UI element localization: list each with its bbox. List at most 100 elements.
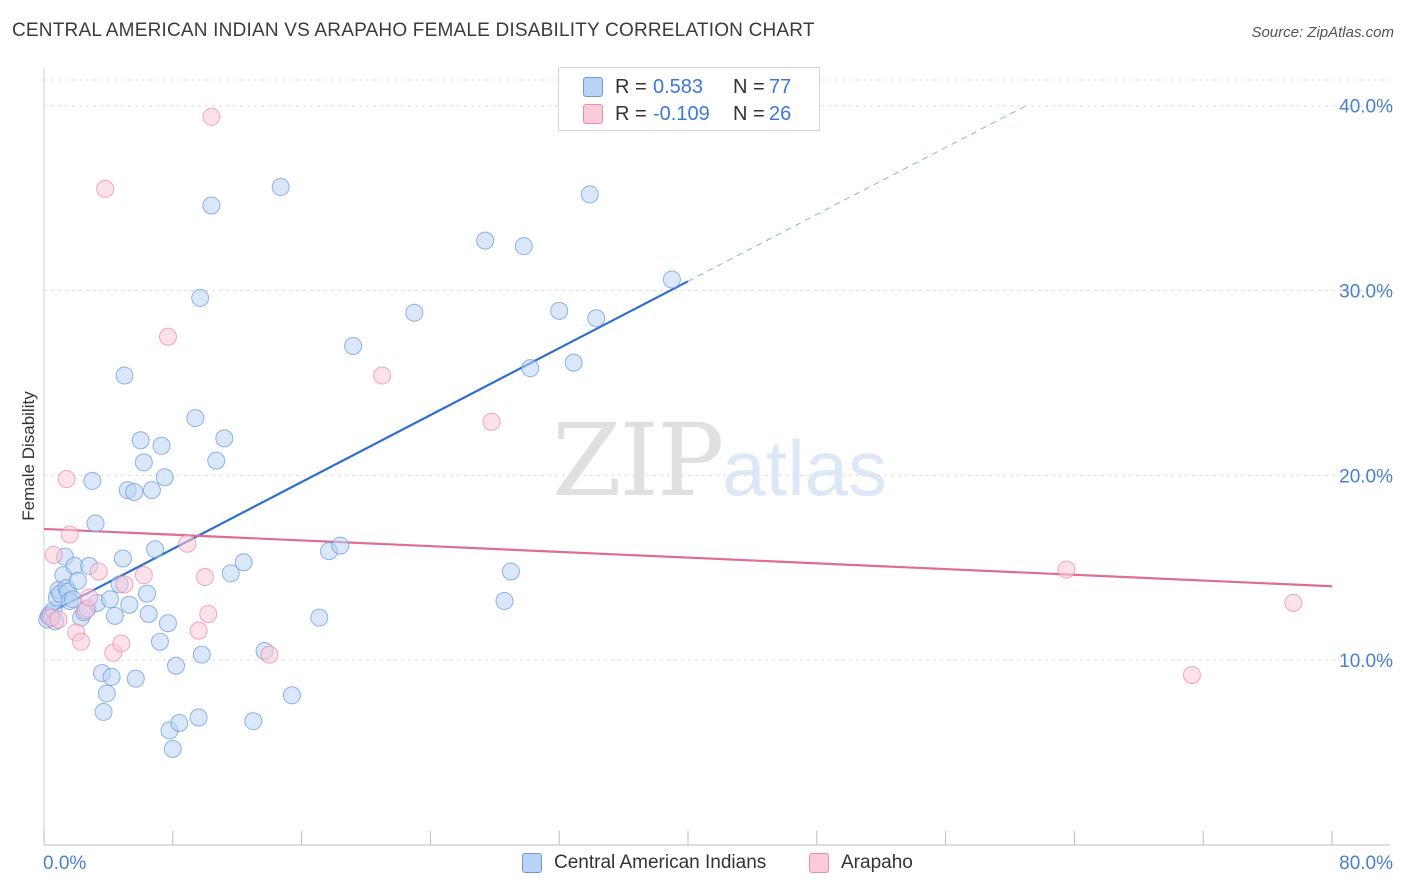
- data-point: [126, 669, 145, 688]
- data-point: [158, 614, 177, 633]
- legend-r-value: 0.583: [653, 75, 704, 98]
- data-point: [495, 592, 514, 611]
- data-point: [1284, 593, 1303, 612]
- legend-row-central-american-indians: R = 0.583 N = 77: [559, 73, 791, 101]
- axis-labels: 10.0% 20.0% 30.0% 40.0% 0.0% 80.0% Female Disa…: [19, 97, 1393, 874]
- data-point: [72, 632, 91, 651]
- legend-row-arapaho: R = -0.109 N = 26: [559, 100, 791, 128]
- data-point: [60, 525, 79, 544]
- data-point: [189, 708, 208, 727]
- grid-lines: [44, 79, 1390, 661]
- data-point: [373, 366, 392, 385]
- watermark: ZIPatlas: [552, 402, 887, 519]
- data-point: [482, 412, 501, 431]
- data-point: [192, 645, 211, 664]
- data-point: [44, 545, 63, 564]
- data-point: [94, 702, 113, 721]
- trend-lines: [43, 105, 1333, 617]
- data-point: [152, 436, 171, 455]
- data-point: [282, 686, 301, 705]
- data-point: [501, 562, 520, 581]
- data-point: [138, 584, 157, 603]
- source-credit: Source: ZipAtlas.com: [1251, 24, 1394, 41]
- legend-n-value: 26: [769, 102, 792, 125]
- data-point: [221, 564, 240, 583]
- data-point: [86, 514, 105, 533]
- y-tick-label: 10.0%: [1339, 651, 1393, 672]
- data-point: [662, 270, 681, 289]
- data-point: [170, 714, 189, 733]
- data-point: [115, 575, 134, 594]
- trend-line-arapaho: [43, 527, 1333, 588]
- data-point: [260, 645, 279, 664]
- legend-n-label: N =: [733, 102, 765, 125]
- data-point: [113, 549, 132, 568]
- data-point: [134, 453, 153, 472]
- data-point: [310, 608, 329, 627]
- legend-r-value: -0.109: [653, 102, 710, 125]
- data-point: [521, 359, 540, 378]
- data-point: [271, 178, 290, 197]
- data-point: [163, 739, 182, 758]
- data-point: [189, 621, 208, 640]
- data-point: [234, 553, 253, 572]
- data-point: [97, 684, 116, 703]
- data-point: [80, 588, 99, 607]
- series-central-american-indians: [38, 178, 681, 758]
- data-point: [68, 571, 87, 590]
- series-arapaho: [41, 107, 1303, 684]
- data-point: [1182, 665, 1201, 684]
- data-point: [514, 237, 533, 256]
- bottom-legend-arapaho: Arapaho: [809, 852, 913, 874]
- bottom-legend-central-american-indians: Central American Indians: [522, 852, 766, 874]
- bottom-legend-swatch-blue: [522, 853, 542, 873]
- data-point: [49, 610, 68, 629]
- data-point: [150, 632, 169, 651]
- data-point: [155, 468, 174, 487]
- data-point: [139, 604, 158, 623]
- data-point: [207, 451, 226, 470]
- data-point: [405, 303, 424, 322]
- data-point: [191, 288, 210, 307]
- data-point: [331, 536, 350, 555]
- legend-r-label: R =: [615, 102, 647, 125]
- chart-title: CENTRAL AMERICAN INDIAN VS ARAPAHO FEMAL…: [12, 20, 815, 41]
- x-tick-label-min: 0.0%: [43, 853, 86, 874]
- data-point: [96, 179, 115, 198]
- data-point: [167, 656, 186, 675]
- trend-line-central-american-indians: [43, 280, 689, 617]
- data-point: [564, 353, 583, 372]
- x-tick-label-max: 80.0%: [1339, 853, 1393, 874]
- data-point: [131, 431, 150, 450]
- data-point: [125, 482, 144, 501]
- data-point: [215, 429, 234, 448]
- data-point: [244, 712, 263, 731]
- legend-n-value: 77: [769, 75, 792, 98]
- data-point: [134, 566, 153, 585]
- y-axis-title: Female Disability: [19, 391, 38, 521]
- data-point: [89, 562, 108, 581]
- data-point: [202, 196, 221, 215]
- data-point: [178, 534, 197, 553]
- data-point: [199, 604, 218, 623]
- data-point: [142, 481, 161, 500]
- trend-line-central-american-indians-extension: [687, 105, 1027, 282]
- data-point: [115, 366, 134, 385]
- y-tick-label: 30.0%: [1339, 282, 1393, 303]
- data-point: [344, 336, 363, 355]
- watermark-zip: ZIP: [552, 402, 724, 519]
- correlation-legend: R = 0.583 N = 77 R = -0.109 N = 26: [558, 67, 820, 131]
- data-point: [57, 470, 76, 489]
- data-point: [186, 409, 205, 428]
- data-point: [83, 471, 102, 490]
- data-point: [146, 540, 165, 559]
- data-points: [38, 107, 1303, 758]
- data-point: [580, 185, 599, 204]
- legend-swatch-pink: [583, 104, 603, 124]
- legend-n-label: N =: [733, 75, 765, 98]
- legend-swatch-blue: [583, 77, 603, 97]
- bottom-legend-label: Central American Indians: [554, 852, 767, 873]
- data-point: [158, 327, 177, 346]
- y-tick-label: 20.0%: [1339, 466, 1393, 487]
